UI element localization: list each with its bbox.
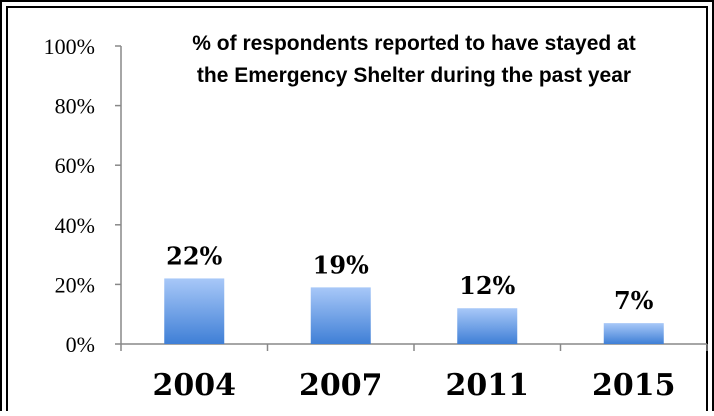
category-labels: 2004 2007 2011 2015 [153,368,676,403]
y-tick-label: 60% [55,153,95,178]
y-tick-label: 20% [55,272,95,297]
value-label-2011: 12% [459,271,515,300]
bar-2004 [164,278,225,344]
value-label-2004: 22% [166,241,222,270]
bar-2011 [457,308,518,344]
y-tick-label: 0% [66,332,95,357]
value-labels: 22% 19% 12% 7% [166,241,654,315]
chart-title-line-1: % of respondents reported to have stayed… [192,32,635,55]
value-label-2015: 7% [614,286,654,315]
y-tick-label: 80% [55,94,95,119]
chart-title-line-2: the Emergency Shelter during the past ye… [197,64,631,87]
category-label-2011: 2011 [446,368,530,403]
chart-border-inner [6,6,708,416]
value-label-2007: 19% [313,250,369,279]
category-label-2015: 2015 [592,368,676,403]
x-axis-ticks [120,344,708,351]
bar-2015 [603,323,664,344]
y-axis-ticks: 0% 20% 40% 60% 80% 100% [44,34,121,357]
bar-series [164,278,664,344]
y-tick-label: 40% [55,213,95,238]
bar-2007 [310,287,371,344]
y-tick-label: 100% [44,34,95,59]
category-label-2004: 2004 [153,368,237,403]
category-label-2007: 2007 [299,368,383,403]
